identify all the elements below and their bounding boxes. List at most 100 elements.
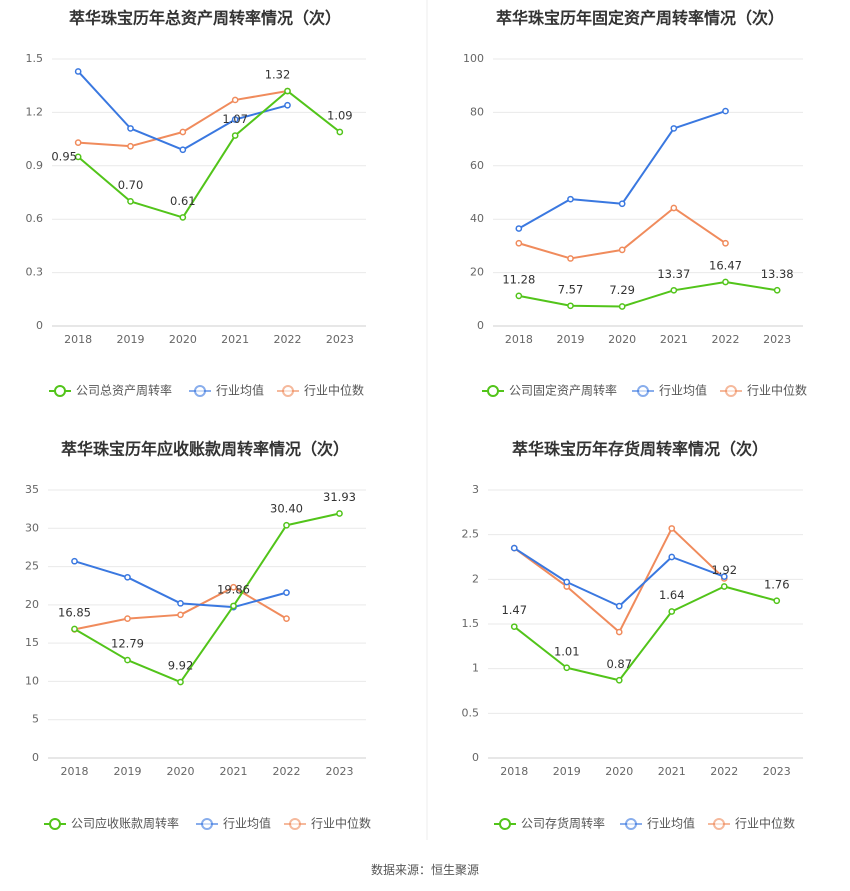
data-point xyxy=(670,125,678,132)
legend-marker-icon xyxy=(487,385,499,397)
data-point xyxy=(515,225,523,232)
x-tick-label: 2018 xyxy=(64,333,92,346)
data-point xyxy=(615,628,623,636)
x-tick-label: 2019 xyxy=(557,333,585,346)
data-point xyxy=(283,615,290,622)
data-point xyxy=(284,101,291,109)
x-tick-label: 2020 xyxy=(167,765,195,778)
data-label: 1.07 xyxy=(222,112,248,126)
y-tick-label: 15 xyxy=(25,636,39,649)
chart-panel-1: 萃华珠宝历年总资产周转率情况（次） 0 0.3 0.6 0.9 1.2 1.5 2018 201… xyxy=(26,9,366,398)
x-tick-label: 2019 xyxy=(117,333,145,346)
data-label: 0.61 xyxy=(170,194,196,208)
legend-item-company[interactable]: 公司总资产周转率 xyxy=(49,383,172,398)
data-point xyxy=(720,583,728,590)
data-point xyxy=(563,664,571,672)
y-tick-label: 3 xyxy=(472,483,479,496)
data-point xyxy=(284,87,291,95)
y-tick-label: 2.5 xyxy=(462,528,480,541)
legend-item-industry-mean[interactable]: 行业均值 xyxy=(189,383,264,398)
y-tick-label: 1.5 xyxy=(462,617,480,630)
data-label: 19.86 xyxy=(217,582,250,596)
data-point xyxy=(71,557,78,565)
data-label: 7.29 xyxy=(609,283,635,297)
series-line-company xyxy=(518,281,778,308)
y-tick-label: 0 xyxy=(36,319,43,332)
data-point xyxy=(124,656,131,664)
x-tick-label: 2018 xyxy=(500,765,528,778)
chart-panel-2: 萃华珠宝历年固定资产周转率情况（次） 0 20 40 60 80 100 2018 2019 20… xyxy=(463,9,807,398)
data-point xyxy=(515,292,523,300)
legend-item-industry-median[interactable]: 行业中位数 xyxy=(277,383,364,398)
y-tick-label: 0.6 xyxy=(26,212,44,225)
data-point xyxy=(74,68,82,75)
legend-marker-icon xyxy=(637,385,649,397)
data-point xyxy=(179,214,187,221)
data-label: 9.92 xyxy=(168,659,194,673)
data-point xyxy=(563,578,571,586)
legend-marker-icon xyxy=(54,385,66,397)
legend-item-company[interactable]: 公司固定资产周转率 xyxy=(482,383,617,398)
y-tick-label: 40 xyxy=(470,212,484,225)
y-tick-label: 80 xyxy=(470,105,484,118)
legend-marker-icon xyxy=(201,818,213,830)
y-tick-label: 10 xyxy=(25,674,39,687)
data-point xyxy=(670,204,678,212)
series-line-company xyxy=(73,512,340,684)
data-point xyxy=(124,615,131,622)
x-tick-label: 2020 xyxy=(608,333,636,346)
data-point xyxy=(668,608,676,615)
data-label: 1.76 xyxy=(764,577,790,591)
y-tick-label: 0 xyxy=(32,751,39,764)
x-tick-label: 2023 xyxy=(763,765,791,778)
data-point xyxy=(230,602,237,610)
legend-item-industry-mean[interactable]: 行业均值 xyxy=(620,816,695,831)
legend-marker-icon xyxy=(282,385,294,397)
legend-item-industry-median[interactable]: 行业中位数 xyxy=(708,816,795,831)
chart-title: 萃华珠宝历年固定资产周转率情况（次） xyxy=(496,9,784,28)
chart-title: 萃华珠宝历年存货周转率情况（次） xyxy=(512,440,768,459)
legend-item-industry-mean[interactable]: 行业均值 xyxy=(196,816,271,831)
y-tick-label: 0 xyxy=(477,319,484,332)
data-point xyxy=(127,198,134,205)
legend-label: 行业均值 xyxy=(216,383,264,398)
data-label: 1.09 xyxy=(327,108,353,122)
data-point xyxy=(177,611,184,619)
legend-marker-icon xyxy=(194,385,206,397)
series-line-industry-median xyxy=(513,527,725,634)
legend-marker-icon xyxy=(289,818,301,830)
data-point xyxy=(177,599,184,607)
x-tick-label: 2019 xyxy=(553,765,581,778)
x-tick-label: 2018 xyxy=(61,765,89,778)
data-point xyxy=(615,676,623,684)
series-line-company xyxy=(513,585,778,682)
data-point xyxy=(124,573,131,581)
legend-item-company[interactable]: 公司存货周转率 xyxy=(494,816,605,831)
legend-item-industry-median[interactable]: 行业中位数 xyxy=(284,816,371,831)
data-label: 1.47 xyxy=(501,603,527,617)
data-point xyxy=(179,128,187,136)
legend-item-industry-mean[interactable]: 行业均值 xyxy=(632,383,707,398)
y-tick-label: 35 xyxy=(25,483,39,496)
data-point xyxy=(74,139,82,147)
legend-label: 公司存货周转率 xyxy=(521,816,605,831)
legend-item-company[interactable]: 公司应收账款周转率 xyxy=(44,816,179,831)
data-label: 1.92 xyxy=(711,563,737,577)
y-tick-label: 20 xyxy=(470,266,484,279)
legend-item-industry-median[interactable]: 行业中位数 xyxy=(720,383,807,398)
data-point xyxy=(231,132,239,139)
x-tick-label: 2023 xyxy=(326,765,354,778)
data-label: 12.79 xyxy=(111,637,144,651)
data-label: 13.37 xyxy=(657,267,690,281)
data-point xyxy=(510,623,518,631)
y-tick-label: 2 xyxy=(472,572,479,585)
chart-panel-4: 萃华珠宝历年存货周转率情况（次） 0 0.5 1 1.5 2 2.5 3 2018 2019 202… xyxy=(462,440,803,831)
series-line-industry-median xyxy=(74,586,288,631)
x-tick-label: 2021 xyxy=(221,333,249,346)
x-tick-label: 2023 xyxy=(763,333,791,346)
x-tick-label: 2021 xyxy=(220,765,248,778)
y-tick-label: 1 xyxy=(472,662,479,675)
x-tick-label: 2021 xyxy=(658,765,686,778)
data-point xyxy=(515,239,523,247)
